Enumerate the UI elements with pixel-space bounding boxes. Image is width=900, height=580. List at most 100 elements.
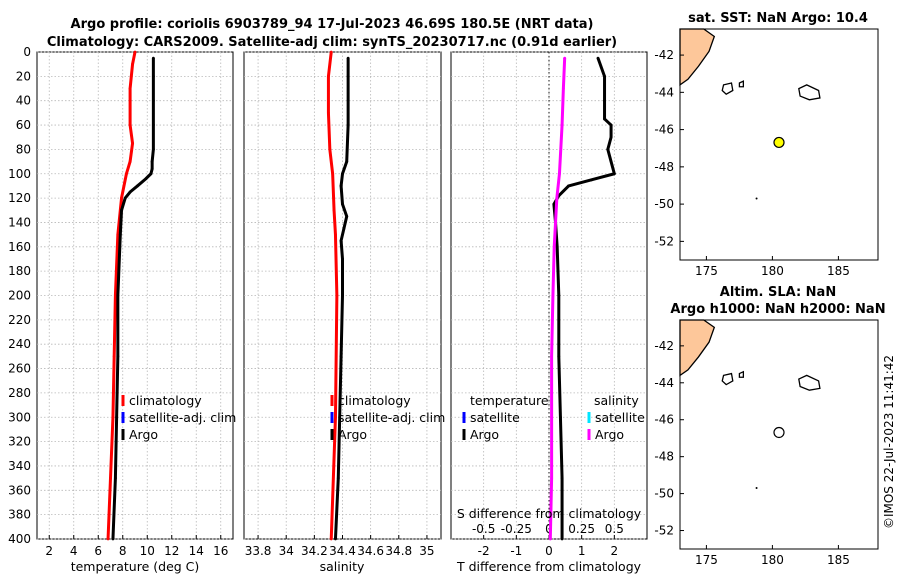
difference-point-temperature (596, 56, 600, 60)
island-dot (755, 197, 758, 200)
temperature-point-climatology (131, 141, 134, 145)
salinity-point-climatology (329, 537, 333, 541)
legend-heading-salinity: salinity (594, 393, 639, 408)
difference-point-salinity (561, 87, 565, 90)
legend-label-sal-satellite: satellite (595, 410, 645, 425)
temperature-xtick-label: 14 (189, 544, 204, 558)
temperature-point-climatology (111, 415, 115, 419)
figure-title-line-2: Climatology: CARS2009. Satellite-adj cli… (47, 35, 617, 50)
profile-plots: 2 4 6 8 10 12 14 160204060801001201401601802002… (8, 45, 647, 558)
map-lon-tick-label: 185 (827, 553, 850, 567)
salinity-xlabel: salinity (320, 559, 365, 574)
difference-point-temperature (609, 135, 613, 139)
temperature-point-Argo (111, 537, 115, 541)
sst-map-panel: sat. SST: NaN Argo: 10.4 175 180 185 -42 -44… (654, 11, 879, 278)
temperature-xtick-label: 8 (119, 544, 127, 558)
salinity-point-climatology (328, 148, 332, 151)
map-lon-tick-label: 180 (761, 264, 784, 278)
temperature-point-Argo (123, 196, 127, 200)
temperature-point-Argo (136, 184, 139, 188)
map-lat-tick-label: -46 (654, 413, 674, 427)
difference-point-temperature (606, 148, 610, 151)
salinity-point-climatology (327, 74, 330, 78)
difference-point-salinity (552, 245, 556, 249)
salinity-xtick-label: 34.2 (301, 544, 328, 558)
temperature-point-climatology (133, 50, 137, 54)
difference-point-temperature (557, 294, 561, 297)
difference-point-salinity (558, 172, 561, 176)
temperature-point-Argo (151, 56, 155, 60)
legend-label-sal-argo: Argo (595, 427, 624, 442)
island-outline (721, 372, 734, 386)
map-lon-tick-label: 180 (761, 553, 784, 567)
salinity-point-Argo (339, 354, 343, 358)
salinity-point-Argo (341, 257, 344, 261)
float-position-marker (773, 426, 785, 439)
temperature-point-climatology (109, 476, 112, 480)
land-new-zealand (679, 28, 716, 87)
s-difference-top-label: S difference from climatology (457, 506, 642, 521)
salinity-legend: climatology satellite-adj. clim Argo (330, 393, 445, 442)
salinity-xtick-label: 34.8 (385, 544, 412, 558)
map-lat-tick-label: -50 (654, 487, 674, 501)
temperature-point-Argo (120, 208, 123, 212)
salinity-point-climatology (327, 111, 330, 115)
island-outline (798, 374, 821, 391)
temperature-point-Argo (151, 74, 155, 78)
depth-tick-label: 180 (8, 264, 31, 278)
salinity-point-climatology (332, 208, 336, 212)
difference-point-temperature (559, 415, 562, 419)
temperature-point-Argo (128, 190, 132, 194)
temperature-point-climatology (120, 196, 123, 200)
difference-point-salinity (554, 221, 557, 224)
temperature-point-climatology (125, 172, 128, 176)
salinity-point-Argo (345, 160, 349, 163)
salinity-series-Argo (333, 58, 350, 540)
difference-xtick-label: 2 (611, 544, 619, 558)
island-outline (738, 80, 745, 88)
temperature-point-climatology (112, 354, 116, 358)
sla-map-title-line-1: Altim. SLA: NaN (720, 285, 836, 300)
island-outline (738, 370, 745, 378)
temperature-point-Argo (151, 148, 155, 151)
salinity-point-climatology (335, 294, 339, 297)
difference-point-temperature (567, 184, 570, 188)
map-lon-tick-label: 175 (695, 264, 718, 278)
difference-point-temperature (603, 99, 606, 103)
temperature-point-climatology (128, 160, 132, 163)
depth-tick-label: 120 (8, 191, 31, 205)
depth-tick-label: 260 (8, 362, 31, 376)
depth-tick-label: 140 (8, 215, 31, 229)
temperature-point-Argo (150, 167, 154, 171)
island-dot (755, 487, 758, 490)
difference-point-temperature (552, 202, 556, 206)
s-diff-tick-label: 0 (545, 522, 553, 536)
difference-point-temperature (603, 117, 606, 121)
temperature-point-Argo (151, 123, 155, 127)
temperature-xtick-label: 6 (94, 544, 102, 558)
difference-point-temperature (560, 476, 564, 480)
difference-point-temperature (557, 354, 561, 358)
map-lat-tick-label: -48 (654, 450, 674, 464)
temperature-xtick-label: 16 (213, 544, 228, 558)
legend-label-argo: Argo (129, 427, 158, 442)
salinity-point-Argo (342, 227, 346, 230)
difference-point-salinity (560, 123, 564, 127)
temperature-xtick-label: 10 (140, 544, 155, 558)
difference-legend: temperature satellite Argo salinity sate… (462, 393, 645, 442)
difference-point-temperature (609, 123, 613, 127)
legend-label-climatology: climatology (129, 393, 202, 408)
salinity-point-Argo (346, 123, 350, 127)
map-lat-tick-label: -50 (654, 197, 674, 211)
depth-tick-label: 300 (8, 410, 31, 424)
difference-point-salinity (555, 196, 559, 200)
imos-timestamp: ©IMOS 22-Jul-2023 11:41:42 (882, 355, 896, 529)
float-position-marker (773, 136, 785, 149)
difference-point-salinity (550, 354, 554, 358)
island-outline (721, 82, 734, 96)
difference-point-temperature (612, 172, 616, 176)
temperature-point-climatology (116, 233, 120, 237)
salinity-point-Argo (345, 214, 349, 218)
depth-tick-label: 160 (8, 240, 31, 254)
